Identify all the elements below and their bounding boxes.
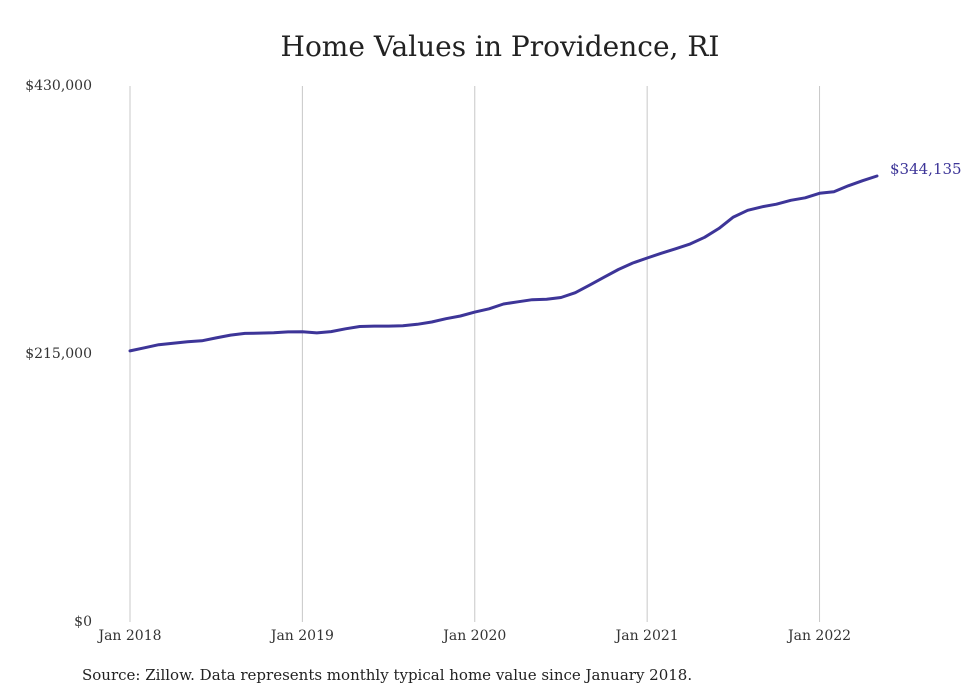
y-tick-label: $430,000 — [25, 78, 92, 94]
y-axis-labels: $0 $215,000 $430,000 — [25, 78, 92, 630]
series-group: $344,135 — [128, 160, 962, 353]
series-end-label: $344,135 — [890, 160, 962, 178]
x-tick-label: Jan 2020 — [441, 628, 506, 644]
series-line — [128, 174, 879, 353]
source-note: Source: Zillow. Data represents monthly … — [82, 666, 693, 684]
x-tick-label: Jan 2019 — [269, 628, 334, 644]
gridlines — [129, 86, 821, 622]
y-tick-label: $0 — [74, 614, 92, 630]
y-tick-label: $215,000 — [25, 346, 92, 362]
x-axis-labels: Jan 2018 Jan 2019 Jan 2020 Jan 2021 Jan 2022 — [96, 628, 851, 644]
chart-area: $0$215,000$430,000 Jan 2018 Jan 2019 Jan 2… — [25, 78, 962, 644]
x-tick-label: Jan 2021 — [614, 628, 679, 644]
chart-title: Home Values in Providence, RI — [280, 30, 720, 63]
x-tick-label: Jan 2018 — [96, 628, 161, 644]
x-tick-label: Jan 2022 — [786, 628, 851, 644]
